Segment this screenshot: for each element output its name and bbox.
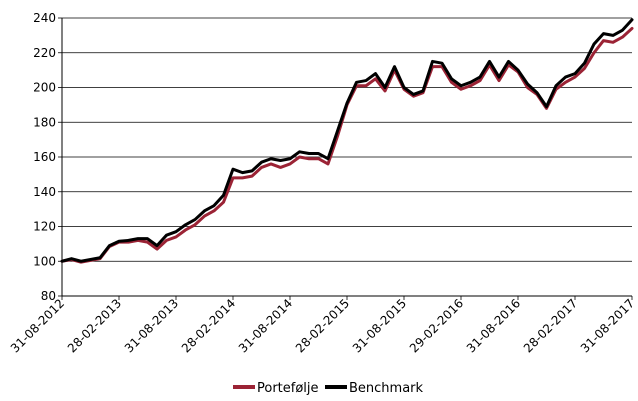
- y-tick-label: 160: [33, 150, 56, 164]
- y-tick-label: 100: [33, 254, 56, 268]
- x-tick-label: 29-02-2016: [407, 296, 466, 355]
- y-tick-label: 200: [33, 81, 56, 95]
- x-tick-label: 31-08-2016: [464, 296, 523, 355]
- y-tick-label: 80: [41, 289, 56, 303]
- axes: [58, 17, 633, 300]
- x-tick-label: 28-02-2015: [293, 296, 352, 355]
- series-line-portefolje: [60, 26, 634, 264]
- y-tick-labels: 80 100 120 140 160 180 200 220 240: [33, 11, 56, 303]
- legend-label-benchmark: Benchmark: [349, 381, 424, 396]
- x-tick-label: 31-08-2015: [350, 296, 409, 355]
- series-line-benchmark: [60, 18, 634, 263]
- x-tick-label: 28-02-2013: [65, 296, 124, 355]
- y-tick-label: 140: [33, 185, 56, 199]
- series-lines: [60, 18, 634, 264]
- x-tick-label: 31-08-2013: [122, 296, 181, 355]
- legend: Portefølje Benchmark: [233, 381, 424, 396]
- y-tick-label: 120: [33, 220, 56, 234]
- x-tick-labels: 31-08-201228-02-201331-08-201328-02-2014…: [8, 296, 637, 355]
- y-tick-label: 220: [33, 46, 56, 60]
- x-tick-label: 31-08-2017: [578, 296, 637, 355]
- x-tick-label: 28-02-2014: [179, 296, 238, 355]
- x-tick-label: 31-08-2012: [8, 296, 67, 355]
- y-tick-label: 180: [33, 115, 56, 129]
- legend-label-portefolje: Portefølje: [257, 381, 319, 396]
- y-tick-label: 240: [33, 11, 56, 25]
- x-tick-label: 28-02-2017: [521, 296, 580, 355]
- x-tick-label: 31-08-2014: [236, 296, 295, 355]
- gridlines: [62, 17, 632, 297]
